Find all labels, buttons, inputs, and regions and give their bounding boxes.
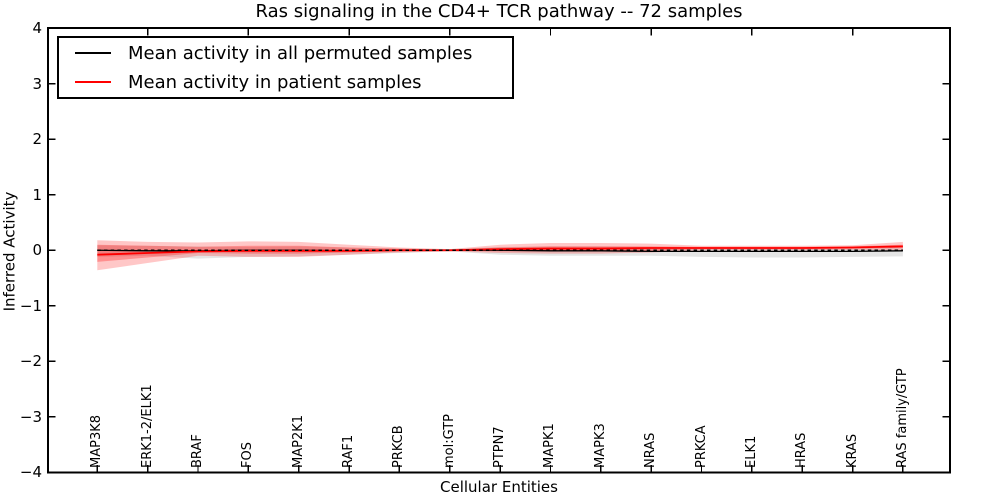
legend-label-permuted: Mean activity in all permuted samples xyxy=(128,42,473,64)
x-tick-label: PRKCB xyxy=(391,425,407,468)
y-tick-label: 2 xyxy=(32,130,42,149)
x-tick-label: NRAS xyxy=(643,432,659,468)
x-tick-label: MAPK3 xyxy=(592,423,608,468)
y-tick-label: 3 xyxy=(32,74,42,93)
y-tick-label: −3 xyxy=(19,407,42,426)
x-tick-label: mol:GTP xyxy=(441,414,457,468)
x-tick-label: BRAF xyxy=(190,434,205,468)
x-tick-label: PTPN7 xyxy=(492,426,508,468)
x-tick-label: HRAS xyxy=(794,432,810,468)
x-tick-label: PRKCA xyxy=(693,425,709,468)
x-tick-label: RAF1 xyxy=(341,434,357,468)
y-tick-label: −2 xyxy=(19,352,42,371)
x-tick-label: ELK1 xyxy=(743,435,759,468)
x-tick-label: MAP3K8 xyxy=(89,414,105,468)
x-tick-label: MAPK1 xyxy=(542,423,558,468)
chart-legend: Mean activity in all permuted samples Me… xyxy=(57,36,514,99)
x-tick-label: KRAS xyxy=(844,433,860,468)
y-tick-label: −1 xyxy=(19,296,42,315)
chart-title: Ras signaling in the CD4+ TCR pathway --… xyxy=(255,1,743,22)
y-tick-label: 4 xyxy=(32,19,42,37)
legend-item-patient: Mean activity in patient samples xyxy=(59,68,512,97)
y-tick-label: 1 xyxy=(32,185,42,204)
y-tick-label: −4 xyxy=(19,463,42,482)
x-tick-label: RAS family/GTP xyxy=(894,368,910,468)
x-tick-label: FOS xyxy=(240,442,256,468)
legend-label-patient: Mean activity in patient samples xyxy=(128,71,422,93)
black-line-swatch xyxy=(75,52,111,54)
patient-samples-inner-band xyxy=(97,244,903,262)
y-tick-label: 0 xyxy=(32,241,42,260)
red-line-swatch xyxy=(75,81,111,83)
x-tick-label: MAP2K1 xyxy=(290,414,306,468)
x-axis-label: Cellular Entities xyxy=(440,478,558,496)
x-tick-label: ERK1-2/ELK1 xyxy=(139,384,155,468)
legend-item-permuted: Mean activity in all permuted samples xyxy=(59,39,512,68)
